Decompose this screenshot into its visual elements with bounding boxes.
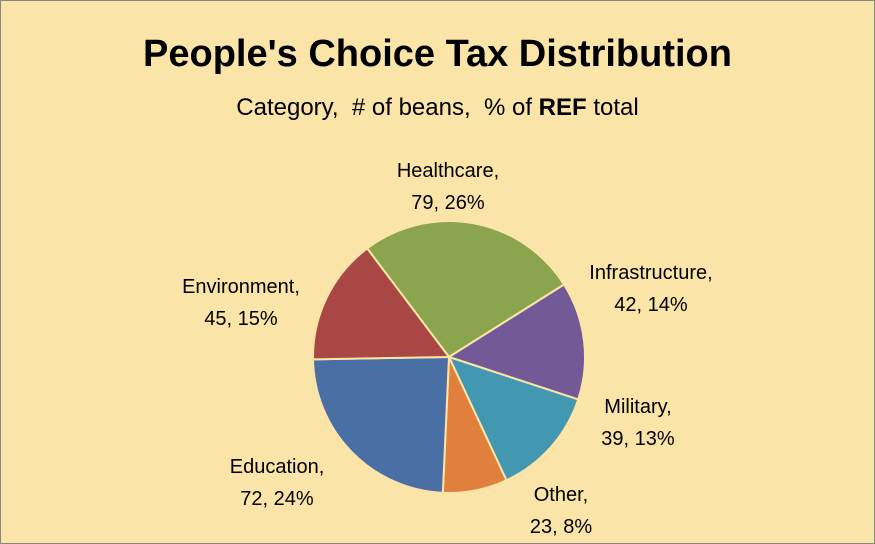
label-other-value: 23, 8% — [530, 516, 592, 538]
chart-subtitle: Category, # of beans, % of REF total — [1, 93, 874, 123]
label-infrastructure-name: Infrastructure, — [589, 262, 712, 284]
subtitle-text-bold: REF — [538, 94, 587, 121]
label-other-name: Other, — [534, 484, 588, 506]
subtitle-text-before: Category, # of beans, % of — [236, 94, 539, 121]
subtitle-text-after: total — [586, 94, 639, 121]
label-military-value: 39, 13% — [601, 428, 675, 450]
label-healthcare-name: Healthcare, — [397, 160, 499, 182]
label-education-name: Education, — [230, 456, 325, 478]
pie-slices — [312, 220, 586, 494]
pie-slice-healthcare — [366, 220, 566, 358]
pie-slice-education — [312, 356, 450, 494]
chart-title: People's Choice Tax Distribution — [143, 33, 732, 75]
pie-slice-military — [448, 356, 580, 482]
label-healthcare-value: 79, 26% — [411, 192, 485, 214]
label-infrastructure-value: 42, 14% — [614, 294, 688, 316]
label-education-value: 72, 24% — [240, 488, 314, 510]
label-military-name: Military, — [604, 396, 671, 418]
pie-data-labels: Healthcare, 79, 26% Infrastructure, 42, … — [182, 160, 713, 538]
pie-slice-infrastructure — [448, 283, 586, 401]
pie-slice-environment — [312, 247, 450, 361]
label-environment-name: Environment, — [182, 276, 300, 298]
label-environment-value: 45, 15% — [204, 308, 278, 330]
